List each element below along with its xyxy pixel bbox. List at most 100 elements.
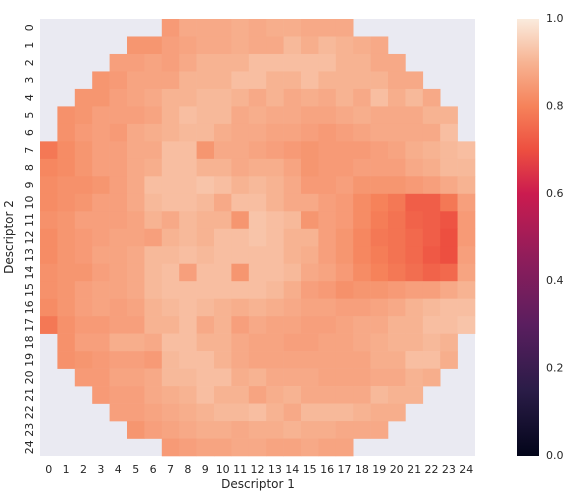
heatmap-cell: [57, 211, 76, 230]
heatmap-cell: [335, 386, 354, 404]
heatmap-cell: [92, 176, 110, 195]
heatmap-cell: [179, 421, 197, 439]
heatmap-cell: [422, 158, 441, 177]
heatmap-cell: [301, 211, 319, 230]
heatmap-cell: [144, 211, 163, 230]
heatmap-cell: [405, 316, 424, 334]
heatmap-cell: [457, 263, 476, 282]
heatmap-cell: [74, 158, 93, 177]
y-axis-label: Descriptor 2: [2, 200, 16, 274]
heatmap-cell: [109, 71, 128, 90]
heatmap-cell: [370, 298, 389, 317]
heatmap-cell: [353, 298, 371, 317]
x-tick-label: 1: [63, 463, 70, 476]
colorbar-tick-label: 0.4: [546, 274, 564, 287]
heatmap-cell: [179, 158, 197, 177]
heatmap-cell: [196, 281, 215, 299]
heatmap-cell: [127, 368, 145, 387]
heatmap-cell: [388, 53, 406, 72]
heatmap-cell: [457, 246, 476, 265]
heatmap-cell: [266, 141, 284, 160]
heatmap-cell: [214, 88, 232, 107]
heatmap-cell: [301, 421, 319, 439]
heatmap-cell: [440, 228, 458, 247]
heatmap-cell: [422, 351, 441, 369]
heatmap-cell: [214, 193, 232, 212]
heatmap-cell: [353, 36, 371, 55]
heatmap-cell: [370, 123, 389, 142]
heatmap-cell: [214, 19, 232, 37]
heatmap-cell: [301, 403, 319, 422]
heatmap-cell: [74, 298, 93, 317]
heatmap-cell: [266, 176, 284, 195]
heatmap-cell: [127, 403, 145, 422]
x-tick-label: 20: [390, 463, 404, 476]
heatmap-cell: [248, 368, 267, 387]
heatmap-cell: [405, 71, 424, 90]
heatmap-cell: [196, 88, 215, 107]
heatmap-cell: [214, 106, 232, 125]
heatmap-cell: [179, 386, 197, 404]
heatmap-cell: [283, 263, 302, 282]
y-tick-label: 1: [23, 42, 36, 49]
heatmap-cell: [388, 403, 406, 422]
heatmap-cell: [422, 246, 441, 265]
heatmap-cell: [161, 71, 180, 90]
heatmap-cell: [74, 246, 93, 265]
heatmap-cell: [440, 158, 458, 177]
heatmap-cell: [92, 228, 110, 247]
y-tick-label: 15: [23, 283, 36, 297]
y-tick-label: 13: [23, 248, 36, 262]
heatmap-cell: [353, 193, 371, 212]
heatmap-cell: [127, 158, 145, 177]
x-tick-label: 7: [167, 463, 174, 476]
heatmap-cell: [92, 281, 110, 299]
heatmap-cell: [335, 53, 354, 72]
heatmap-cell: [57, 333, 76, 352]
heatmap-cell: [231, 246, 250, 265]
heatmap-cell: [266, 351, 284, 369]
heatmap-cell: [283, 298, 302, 317]
heatmap-cell: [283, 333, 302, 352]
heatmap-cell: [179, 53, 197, 72]
heatmap-cell: [318, 19, 337, 37]
heatmap-cell: [283, 158, 302, 177]
heatmap-cell: [231, 176, 250, 195]
heatmap-cell: [57, 263, 76, 282]
heatmap-cell: [127, 228, 145, 247]
heatmap-cell: [231, 421, 250, 439]
heatmap-cell: [179, 316, 197, 334]
heatmap-cell: [74, 123, 93, 142]
y-tick-label: 16: [23, 300, 36, 314]
heatmap-cell: [283, 438, 302, 457]
heatmap-cell: [109, 176, 128, 195]
heatmap-cell: [440, 193, 458, 212]
heatmap-cell: [422, 141, 441, 160]
heatmap-cell: [301, 106, 319, 125]
heatmap-cell: [161, 141, 180, 160]
heatmap-cell: [127, 71, 145, 90]
heatmap-cell: [283, 88, 302, 107]
y-tick-label: 11: [23, 213, 36, 227]
x-tick-label: 17: [338, 463, 352, 476]
heatmap-cell: [405, 333, 424, 352]
heatmap-cell: [161, 36, 180, 55]
heatmap-cell: [179, 368, 197, 387]
heatmap-cell: [144, 176, 163, 195]
heatmap-cell: [318, 263, 337, 282]
heatmap-cell: [301, 123, 319, 142]
heatmap-cell: [405, 211, 424, 230]
heatmap-cell: [283, 246, 302, 265]
heatmap-cell: [318, 333, 337, 352]
heatmap-cell: [248, 88, 267, 107]
heatmap-cell: [422, 193, 441, 212]
heatmap-cell: [266, 71, 284, 90]
heatmap-cell: [370, 368, 389, 387]
heatmap-cell: [92, 123, 110, 142]
heatmap-cell: [248, 263, 267, 282]
heatmap-cell: [283, 316, 302, 334]
heatmap-cell: [109, 281, 128, 299]
heatmap-cell: [353, 246, 371, 265]
heatmap-cell: [231, 36, 250, 55]
